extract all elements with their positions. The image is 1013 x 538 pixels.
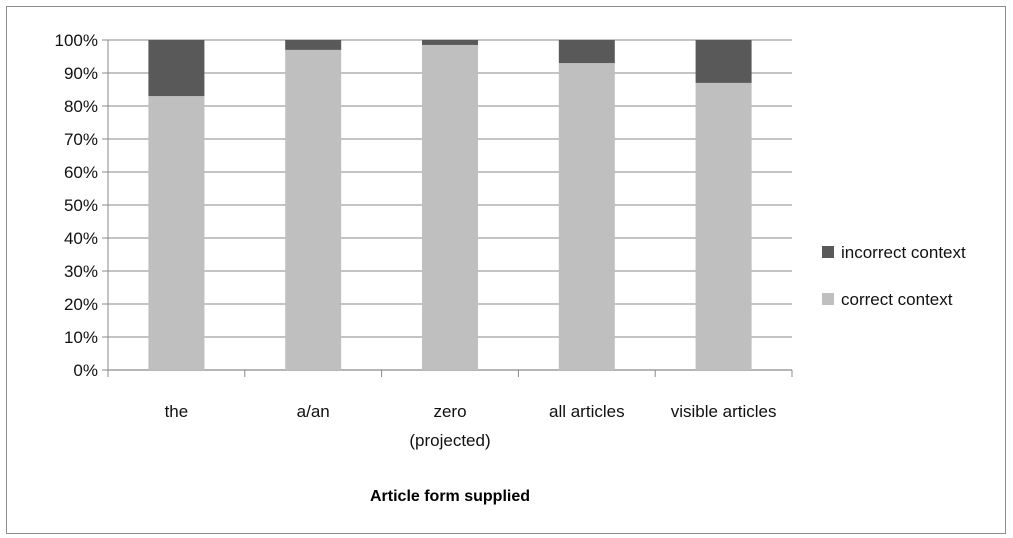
bar-incorrect-context bbox=[422, 40, 478, 45]
y-tick-label: 30% bbox=[64, 262, 98, 281]
y-tick-label: 20% bbox=[64, 295, 98, 314]
bar-correct-context bbox=[285, 49, 342, 371]
y-tick-label: 50% bbox=[64, 196, 98, 215]
y-tick-label: 0% bbox=[73, 361, 98, 380]
y-tick-label: 80% bbox=[64, 97, 98, 116]
x-category-label: zero bbox=[433, 402, 466, 421]
bar-incorrect-context bbox=[695, 40, 752, 83]
y-tick-label: 70% bbox=[64, 130, 98, 149]
y-tick-label: 60% bbox=[64, 163, 98, 182]
bar-correct-context bbox=[148, 96, 205, 370]
y-tick-label: 100% bbox=[55, 31, 98, 50]
y-tick-label: 90% bbox=[64, 64, 98, 83]
x-category-label: the bbox=[165, 402, 189, 421]
y-tick-label: 40% bbox=[64, 229, 98, 248]
bar-correct-context bbox=[695, 82, 752, 371]
bar-incorrect-context bbox=[285, 40, 342, 50]
legend-label-correct-context: correct context bbox=[841, 290, 953, 309]
x-category-label: all articles bbox=[549, 402, 625, 421]
x-category-label: (projected) bbox=[409, 431, 490, 450]
legend-swatch-correct-context bbox=[822, 293, 834, 305]
bar-incorrect-context bbox=[148, 40, 205, 97]
legend-label-incorrect-context: incorrect context bbox=[841, 243, 966, 262]
bar-incorrect-context bbox=[558, 40, 615, 64]
x-category-label: visible articles bbox=[671, 402, 777, 421]
legend-swatch-incorrect-context bbox=[822, 246, 834, 258]
y-tick-label: 10% bbox=[64, 328, 98, 347]
x-category-label: a/an bbox=[297, 402, 330, 421]
bar-correct-context bbox=[558, 63, 615, 370]
x-axis-title: Article form supplied bbox=[370, 488, 530, 505]
bar-correct-context bbox=[422, 44, 478, 370]
